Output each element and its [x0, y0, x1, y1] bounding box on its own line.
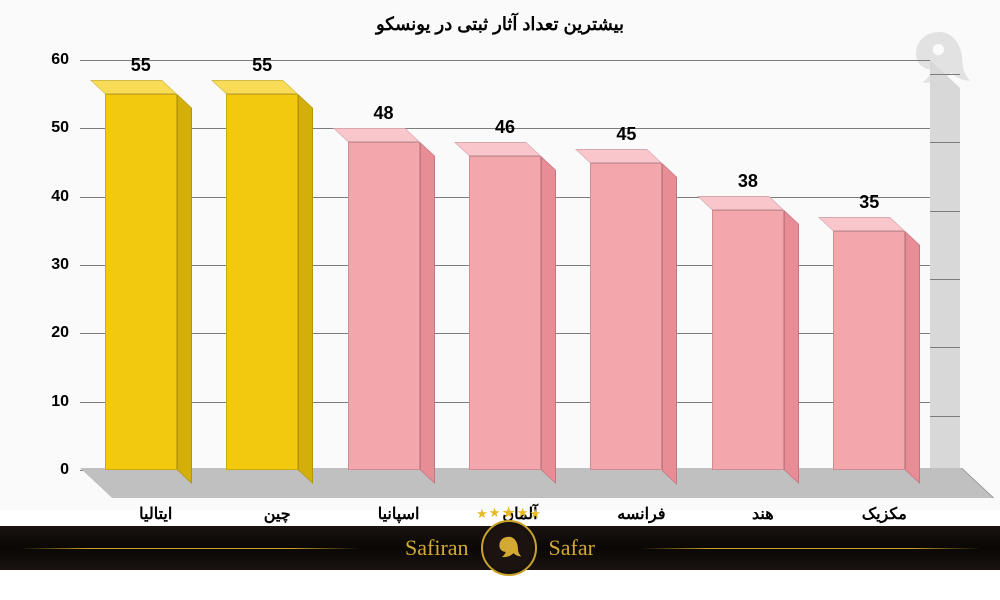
bar: 46	[469, 156, 541, 470]
bar: 45	[590, 163, 662, 471]
star-icon: ★	[476, 506, 488, 523]
y-axis: 0102030405060	[40, 60, 75, 470]
bars-layer: 55554846453835	[80, 60, 930, 470]
x-category-label: هند	[727, 504, 799, 524]
bar: 55	[105, 94, 177, 470]
y-tick-label: 50	[51, 119, 69, 137]
bar-side	[662, 163, 677, 484]
bar-front	[469, 156, 541, 470]
y-tick-label: 20	[51, 324, 69, 342]
swan-icon	[493, 532, 525, 564]
brand-logo-badge: ★ ★ ★ ★ ★	[481, 520, 537, 576]
bar-top	[333, 128, 420, 142]
y-tick-label: 60	[51, 51, 69, 69]
bar-front	[348, 142, 420, 470]
bar-front	[712, 210, 784, 470]
bar-value-label: 38	[712, 171, 784, 192]
chart-title: بیشترین تعداد آثار ثبتی در یونسکو	[376, 14, 624, 35]
star-icon: ★	[501, 503, 515, 523]
y-tick-label: 30	[51, 256, 69, 274]
bar-value-label: 55	[105, 55, 177, 76]
star-icon: ★	[529, 506, 541, 523]
bar-side	[298, 94, 313, 484]
bar-side	[905, 231, 920, 484]
bar: 55	[226, 94, 298, 470]
bar-top	[818, 217, 905, 231]
bar-value-label: 46	[469, 117, 541, 138]
bar-side	[541, 156, 556, 484]
bar-value-label: 55	[226, 55, 298, 76]
bar-value-label: 48	[348, 103, 420, 124]
bar: 38	[712, 210, 784, 470]
plot-area: 55554846453835 ایتالیاچیناسپانیاآلمانفرا…	[80, 60, 930, 470]
bar-top	[454, 142, 541, 156]
y-tick-label: 0	[60, 461, 69, 479]
x-category-label: مکزیک	[848, 504, 920, 524]
bar-front	[105, 94, 177, 470]
y-tick-label: 40	[51, 188, 69, 206]
bar-side	[177, 94, 192, 484]
brand-text-right: Safar	[549, 535, 595, 561]
brand-stars: ★ ★ ★ ★ ★	[476, 506, 541, 523]
bar: 48	[348, 142, 420, 470]
star-icon: ★	[517, 505, 529, 523]
chart-floor	[80, 468, 994, 498]
brand-text-left: Safiran	[405, 535, 469, 561]
bar-front	[226, 94, 298, 470]
bar-value-label: 45	[590, 124, 662, 145]
bar-value-label: 35	[833, 192, 905, 213]
y-tick-label: 10	[51, 393, 69, 411]
bar-side	[420, 142, 435, 484]
x-category-label: چین	[241, 504, 313, 524]
bar-side	[784, 210, 799, 484]
star-icon: ★	[489, 505, 501, 523]
bar-front	[590, 163, 662, 471]
footer-brand-band: Safiran ★ ★ ★ ★ ★ Safar	[0, 526, 1000, 570]
bar-top	[697, 196, 784, 210]
x-category-label: فرانسه	[605, 504, 677, 524]
bar-front	[833, 231, 905, 470]
x-category-label: ایتالیا	[120, 504, 192, 524]
bar-top	[90, 80, 177, 94]
bar-top	[575, 149, 662, 163]
x-category-label: اسپانیا	[363, 504, 435, 524]
bar: 35	[833, 231, 905, 470]
bar-top	[211, 80, 298, 94]
chart-container: بیشترین تعداد آثار ثبتی در یونسکو 0 10 20 3…	[0, 0, 1000, 510]
